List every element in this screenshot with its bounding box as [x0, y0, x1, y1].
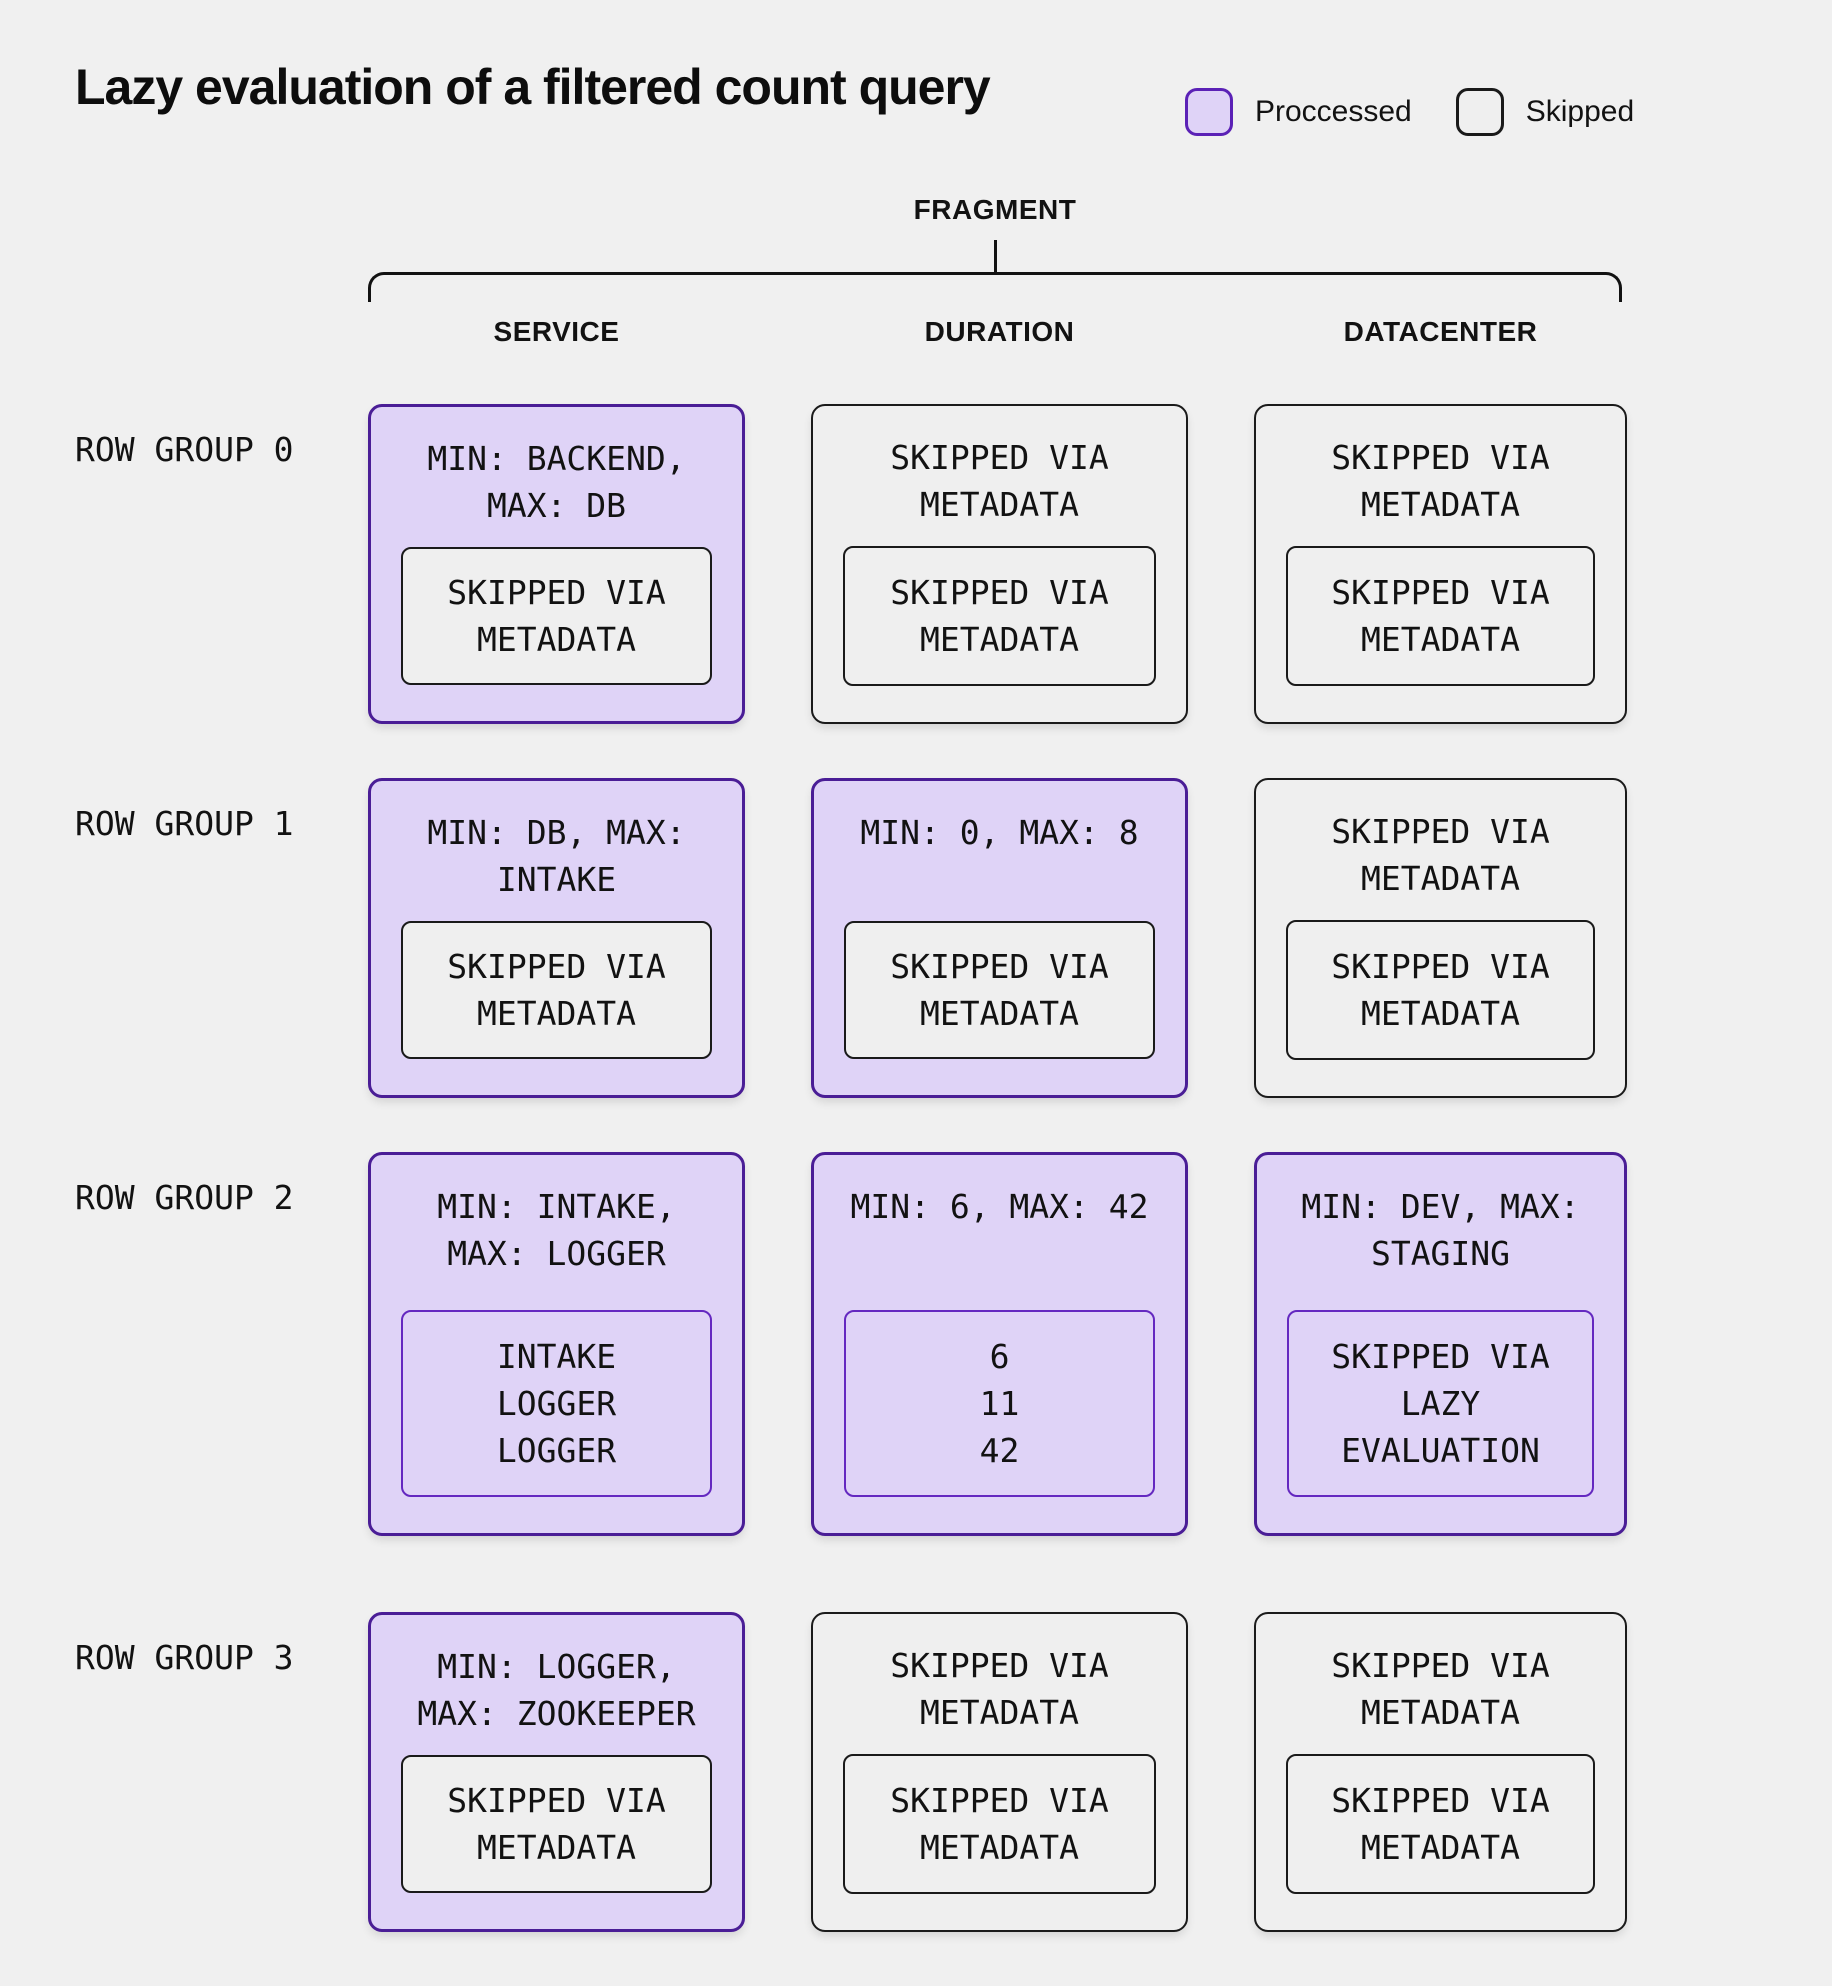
cell-rg1-service: MIN: DB, MAX: INTAKE SKIPPED VIA METADAT…	[368, 778, 745, 1098]
cell-rg2-duration: MIN: 6, MAX: 42 6 11 42	[811, 1152, 1188, 1536]
cell-header: MIN: INTAKE, MAX: LOGGER	[437, 1187, 676, 1273]
inner-box-text: SKIPPED VIA METADATA	[447, 1781, 666, 1867]
inner-box: 6 11 42	[844, 1310, 1155, 1497]
inner-box: SKIPPED VIA METADATA	[1286, 920, 1595, 1060]
cell-rg1-duration: MIN: 0, MAX: 8 SKIPPED VIA METADATA	[811, 778, 1188, 1098]
cell-rg0-duration: SKIPPED VIA METADATA SKIPPED VIA METADAT…	[811, 404, 1188, 724]
inner-box: SKIPPED VIA METADATA	[844, 921, 1155, 1059]
inner-box-text: SKIPPED VIA METADATA	[890, 947, 1109, 1033]
column-header-duration: DURATION	[924, 316, 1075, 347]
inner-box: SKIPPED VIA METADATA	[401, 547, 712, 685]
cell-rg3-duration: SKIPPED VIA METADATA SKIPPED VIA METADAT…	[811, 1612, 1188, 1932]
cell-header: SKIPPED VIA METADATA	[890, 438, 1109, 524]
inner-box: SKIPPED VIA METADATA	[401, 921, 712, 1059]
cell-header: MIN: 0, MAX: 8	[860, 813, 1139, 852]
inner-box-text: SKIPPED VIA METADATA	[890, 573, 1109, 659]
column-header-spacer	[75, 316, 302, 348]
inner-box: SKIPPED VIA LAZY EVALUATION	[1287, 1310, 1594, 1497]
legend-label-processed: Proccessed	[1255, 95, 1412, 128]
inner-box: SKIPPED VIA METADATA	[1286, 546, 1595, 686]
inner-box-text: SKIPPED VIA METADATA	[890, 1781, 1109, 1867]
legend: Proccessed Skipped	[1185, 88, 1634, 136]
legend-item-skipped: Skipped	[1455, 88, 1635, 136]
row-group-1: ROW GROUP 1 MIN: DB, MAX: INTAKE SKIPPED…	[75, 778, 1627, 1098]
cell-rg0-service: MIN: BACKEND, MAX: DB SKIPPED VIA METADA…	[368, 404, 745, 724]
inner-box: INTAKE LOGGER LOGGER	[401, 1310, 712, 1497]
inner-box-text: INTAKE LOGGER LOGGER	[496, 1337, 617, 1470]
page-title: Lazy evaluation of a filtered count quer…	[75, 59, 991, 115]
legend-swatch-processed	[1185, 88, 1233, 136]
cell-header: MIN: DB, MAX: INTAKE	[427, 813, 686, 899]
inner-box-text: SKIPPED VIA METADATA	[1331, 947, 1550, 1033]
cell-header: MIN: BACKEND, MAX: DB	[427, 439, 686, 525]
column-header-datacenter: DATACENTER	[1343, 316, 1538, 347]
inner-box-text: SKIPPED VIA METADATA	[1331, 573, 1550, 659]
column-headers: SERVICE DURATION DATACENTER	[75, 316, 1627, 348]
row-group-3: ROW GROUP 3 MIN: LOGGER, MAX: ZOOKEEPER …	[75, 1612, 1627, 1932]
row-group-2: ROW GROUP 2 MIN: INTAKE, MAX: LOGGER INT…	[75, 1152, 1627, 1536]
cell-rg1-datacenter: SKIPPED VIA METADATA SKIPPED VIA METADAT…	[1254, 778, 1627, 1098]
cell-header: SKIPPED VIA METADATA	[1331, 812, 1550, 898]
fragment-label: FRAGMENT	[913, 194, 1077, 225]
cell-header: SKIPPED VIA METADATA	[1331, 438, 1550, 524]
row-group-0: ROW GROUP 0 MIN: BACKEND, MAX: DB SKIPPE…	[75, 404, 1627, 724]
cell-header: MIN: LOGGER, MAX: ZOOKEEPER	[417, 1647, 696, 1733]
inner-box: SKIPPED VIA METADATA	[843, 546, 1156, 686]
inner-box: SKIPPED VIA METADATA	[1286, 1754, 1595, 1894]
cell-rg3-datacenter: SKIPPED VIA METADATA SKIPPED VIA METADAT…	[1254, 1612, 1627, 1932]
row-groups: ROW GROUP 0 MIN: BACKEND, MAX: DB SKIPPE…	[75, 404, 1627, 1932]
fragment-stem	[994, 240, 997, 273]
cell-header: MIN: DEV, MAX: STAGING	[1301, 1187, 1580, 1273]
inner-box-text: SKIPPED VIA METADATA	[1331, 1781, 1550, 1867]
cell-rg0-datacenter: SKIPPED VIA METADATA SKIPPED VIA METADAT…	[1254, 404, 1627, 724]
inner-box: SKIPPED VIA METADATA	[843, 1754, 1156, 1894]
row-group-2-label: ROW GROUP 2	[75, 1178, 294, 1217]
cell-rg2-service: MIN: INTAKE, MAX: LOGGER INTAKE LOGGER L…	[368, 1152, 745, 1536]
inner-box-text: SKIPPED VIA METADATA	[447, 573, 666, 659]
cell-rg3-service: MIN: LOGGER, MAX: ZOOKEEPER SKIPPED VIA …	[368, 1612, 745, 1932]
cell-header: SKIPPED VIA METADATA	[1331, 1646, 1550, 1732]
cell-header: SKIPPED VIA METADATA	[890, 1646, 1109, 1732]
legend-swatch-skipped	[1455, 88, 1504, 136]
inner-box-text: 6 11 42	[979, 1337, 1020, 1470]
row-group-3-label: ROW GROUP 3	[75, 1638, 294, 1677]
inner-box: SKIPPED VIA METADATA	[401, 1755, 712, 1893]
row-group-0-label: ROW GROUP 0	[75, 430, 294, 469]
fragment-bracket	[368, 272, 1622, 302]
inner-box-text: SKIPPED VIA METADATA	[447, 947, 666, 1033]
cell-rg2-datacenter: MIN: DEV, MAX: STAGING SKIPPED VIA LAZY …	[1254, 1152, 1627, 1536]
inner-box-text: SKIPPED VIA LAZY EVALUATION	[1331, 1337, 1550, 1470]
legend-label-skipped: Skipped	[1525, 95, 1635, 128]
cell-header: MIN: 6, MAX: 42	[850, 1187, 1149, 1226]
legend-item-processed: Proccessed	[1185, 88, 1412, 136]
row-group-1-label: ROW GROUP 1	[75, 804, 294, 843]
column-header-service: SERVICE	[493, 316, 620, 347]
